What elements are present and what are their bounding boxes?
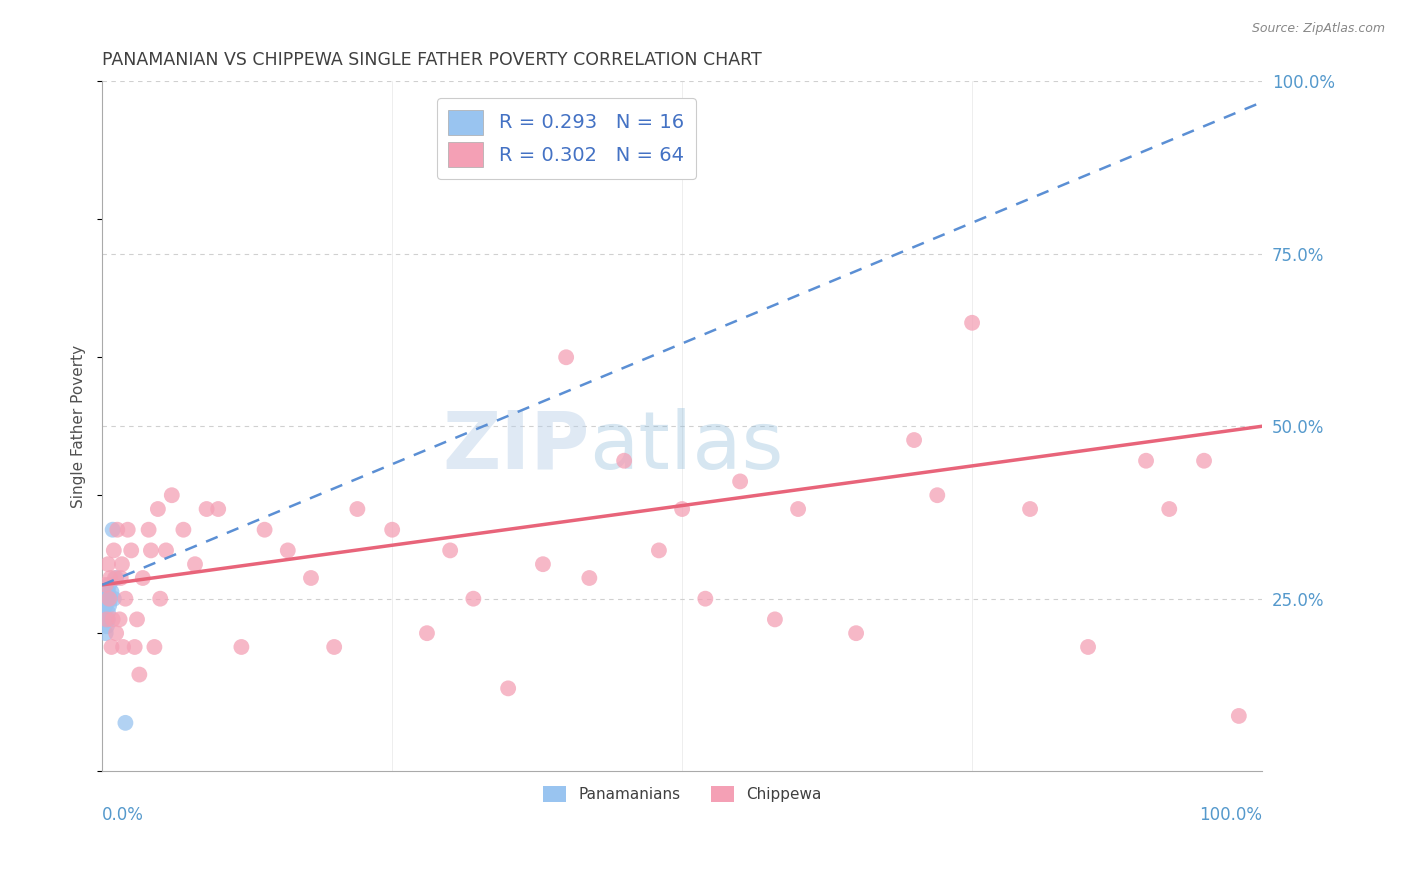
Point (97, 606, 120, 620)
Point (125, 612, 148, 626)
Point (139, 543, 162, 558)
Point (1019, 502, 1042, 516)
Point (101, 523, 124, 537)
Point (903, 433, 925, 447)
Point (1192, 454, 1215, 468)
Point (98, 599, 121, 613)
Point (138, 523, 160, 537)
Point (103, 591, 125, 606)
Point (613, 454, 636, 468)
Point (648, 543, 671, 558)
Text: 100.0%: 100.0% (1199, 805, 1263, 823)
Point (143, 640, 166, 654)
Point (960, 316, 983, 330)
Y-axis label: Single Father Poverty: Single Father Poverty (72, 344, 86, 508)
Point (439, 543, 461, 558)
Point (671, 502, 693, 516)
Point (787, 502, 810, 516)
Point (120, 543, 142, 558)
Point (112, 640, 135, 654)
Point (132, 571, 155, 585)
Point (96, 619, 118, 633)
Point (231, 640, 253, 654)
Point (346, 502, 368, 516)
Point (1227, 709, 1250, 723)
Point (97, 612, 120, 626)
Point (160, 488, 183, 502)
Text: Source: ZipAtlas.com: Source: ZipAtlas.com (1251, 22, 1385, 36)
Point (93, 612, 115, 626)
Point (111, 558, 134, 572)
Point (381, 523, 404, 537)
Point (253, 523, 276, 537)
Point (108, 612, 131, 626)
Point (531, 558, 554, 572)
Point (207, 502, 229, 516)
Text: 0.0%: 0.0% (103, 805, 143, 823)
Point (496, 681, 519, 696)
Point (195, 502, 218, 516)
Point (155, 543, 177, 558)
Point (172, 523, 194, 537)
Point (105, 626, 128, 640)
Point (728, 475, 751, 489)
Point (117, 523, 139, 537)
Point (100, 584, 122, 599)
Point (97, 558, 120, 572)
Point (98, 591, 121, 606)
Point (97, 584, 120, 599)
Legend: Panamanians, Chippewa: Panamanians, Chippewa (537, 780, 827, 808)
Point (98, 591, 121, 606)
Point (100, 640, 122, 654)
Point (128, 667, 150, 681)
Text: PANAMANIAN VS CHIPPEWA SINGLE FATHER POVERTY CORRELATION CHART: PANAMANIAN VS CHIPPEWA SINGLE FATHER POV… (103, 51, 762, 69)
Point (927, 488, 949, 502)
Point (94, 578, 117, 592)
Point (96, 612, 118, 626)
Point (110, 571, 132, 585)
Point (323, 640, 346, 654)
Point (1159, 502, 1181, 516)
Text: atlas: atlas (589, 408, 783, 486)
Point (149, 591, 172, 606)
Point (277, 543, 299, 558)
Point (98, 571, 121, 585)
Point (101, 612, 124, 626)
Point (103, 543, 125, 558)
Point (114, 591, 136, 606)
Point (104, 571, 127, 585)
Point (146, 502, 169, 516)
Point (96, 591, 118, 606)
Point (555, 351, 578, 365)
Point (299, 571, 322, 585)
Point (105, 571, 128, 585)
Point (695, 591, 717, 606)
Text: ZIP: ZIP (441, 408, 589, 486)
Point (1077, 640, 1099, 654)
Point (578, 571, 600, 585)
Point (763, 612, 786, 626)
Point (98, 578, 121, 592)
Point (463, 591, 485, 606)
Point (1135, 454, 1157, 468)
Point (845, 626, 868, 640)
Point (94, 599, 117, 613)
Point (416, 626, 439, 640)
Point (94, 626, 117, 640)
Point (184, 558, 207, 572)
Point (114, 715, 136, 730)
Point (124, 640, 146, 654)
Point (105, 523, 128, 537)
